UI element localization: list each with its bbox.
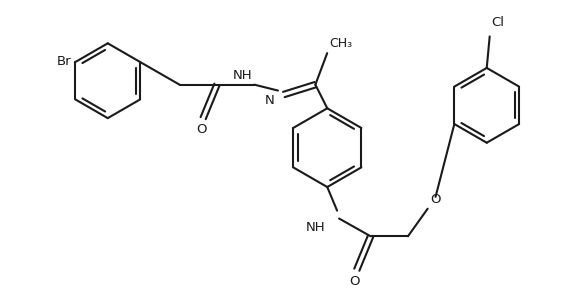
Text: N: N xyxy=(264,93,274,106)
Text: NH: NH xyxy=(233,69,252,82)
Text: O: O xyxy=(430,193,441,206)
Text: CH₃: CH₃ xyxy=(329,37,352,50)
Text: O: O xyxy=(196,123,206,136)
Text: O: O xyxy=(350,275,360,288)
Text: Br: Br xyxy=(57,55,71,68)
Text: Cl: Cl xyxy=(492,16,505,28)
Text: NH: NH xyxy=(306,220,325,233)
